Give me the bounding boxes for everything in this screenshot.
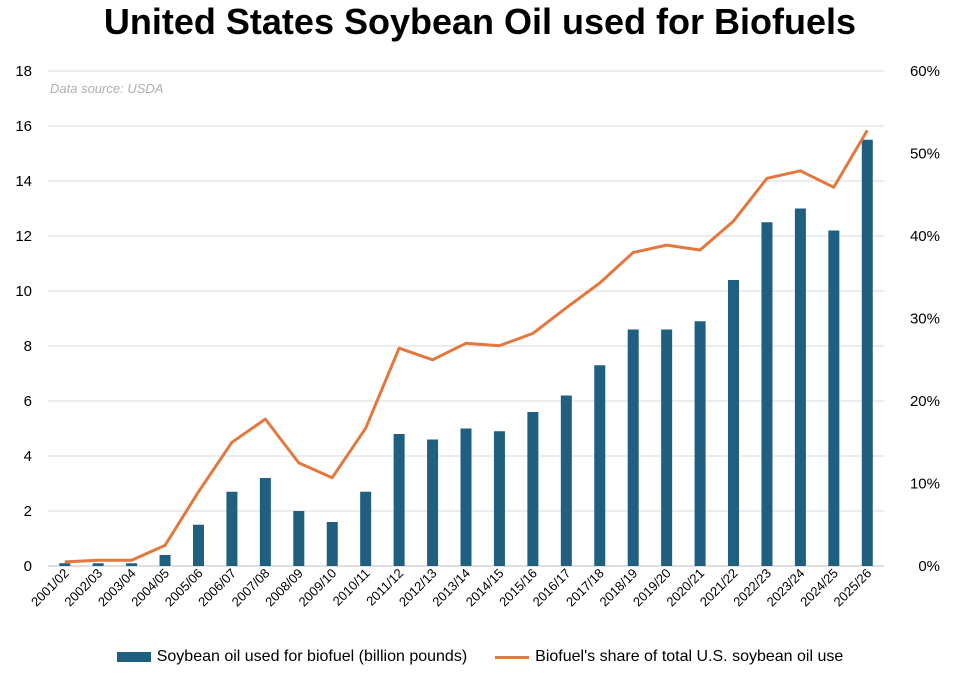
legend-swatch-line <box>495 655 530 659</box>
legend-label-bars: Soybean oil used for biofuel (billion po… <box>156 648 468 665</box>
bar <box>159 555 171 566</box>
bar <box>293 511 305 566</box>
y-left-tick-label: 0 <box>24 558 32 575</box>
chart-title: United States Soybean Oil used for Biofu… <box>103 1 857 42</box>
bar <box>92 563 104 566</box>
y-right-tick-label: 50% <box>910 146 940 163</box>
y-left-tick-label: 18 <box>15 63 32 80</box>
y-left-tick-label: 16 <box>15 118 32 135</box>
bar <box>192 524 204 566</box>
x-tick-label: 2025/26 <box>831 566 875 610</box>
x-tick-label: 2009/10 <box>296 566 340 610</box>
y-left-tick-label: 2 <box>24 503 32 520</box>
bar <box>527 412 539 566</box>
share-line <box>64 129 869 564</box>
legend-item-bars: Soybean oil used for biofuel (billion po… <box>116 648 468 666</box>
bar <box>259 478 271 566</box>
data-source-annotation: Data source: USDA <box>50 81 163 96</box>
bar <box>861 139 873 566</box>
bar <box>661 329 673 566</box>
bar <box>360 491 372 566</box>
bar <box>460 428 472 566</box>
legend: Soybean oil used for biofuel (billion po… <box>0 648 960 666</box>
y-left-tick-label: 12 <box>15 228 32 245</box>
y-left-tick-label: 14 <box>15 173 32 190</box>
bar <box>326 522 338 566</box>
y-right-tick-label: 0% <box>918 558 940 575</box>
y-left-tick-label: 8 <box>24 338 32 355</box>
bar <box>427 439 439 566</box>
bar <box>126 563 138 566</box>
y-right-tick-label: 20% <box>910 393 940 410</box>
y-left-tick-label: 10 <box>15 283 32 300</box>
bar <box>728 280 740 566</box>
legend-label-line: Biofuel's share of total U.S. soybean oi… <box>535 648 844 665</box>
bar <box>594 365 606 566</box>
y-right-tick-label: 10% <box>910 476 940 493</box>
legend-item-line: Biofuel's share of total U.S. soybean oi… <box>495 648 843 666</box>
bar <box>828 230 840 566</box>
bar <box>694 321 706 566</box>
bar <box>627 329 639 566</box>
bar <box>493 431 505 566</box>
bar <box>59 563 71 566</box>
bar <box>393 434 405 566</box>
y-left-tick-label: 4 <box>24 448 32 465</box>
legend-swatch-bar <box>116 652 151 662</box>
bar <box>560 395 572 566</box>
bar <box>794 208 806 566</box>
y-right-tick-label: 60% <box>910 63 940 80</box>
y-right-tick-label: 30% <box>910 311 940 328</box>
y-right-tick-label: 40% <box>910 228 940 245</box>
y-left-tick-label: 6 <box>24 393 32 410</box>
bar <box>761 222 773 566</box>
bar <box>226 491 238 566</box>
